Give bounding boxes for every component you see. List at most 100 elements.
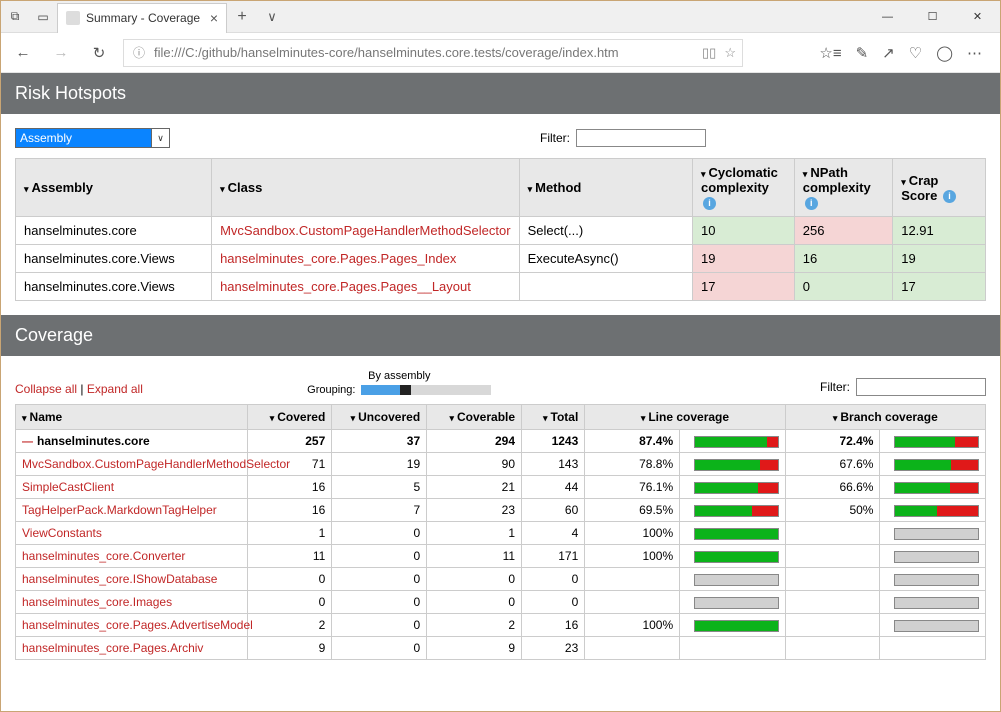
coverage-bar — [894, 620, 979, 632]
page-content: Risk Hotspots Assembly ∨ Filter: — [1, 73, 1000, 711]
coverage-bar — [694, 574, 779, 586]
cell-class[interactable]: hanselminutes_core.Pages.Pages_Index — [212, 245, 520, 273]
coverage-filter-input[interactable] — [856, 378, 986, 396]
info-icon[interactable]: i — [805, 197, 818, 210]
col-total[interactable]: ▾Total — [522, 405, 585, 430]
close-tab-icon[interactable]: × — [210, 10, 218, 26]
cell-npath: 16 — [794, 245, 892, 273]
cell-method: Select(...) — [519, 217, 692, 245]
coverage-row: hanselminutes_core.IShowDatabase0000 — [16, 568, 986, 591]
coverage-links: Collapse all | Expand all — [15, 382, 143, 396]
coverage-bar — [894, 482, 979, 494]
tab-title: Summary - Coverage Re — [86, 11, 204, 25]
maximize-button[interactable]: ☐ — [910, 1, 955, 32]
url-box[interactable]: ⓘ file:///C:/github/hanselminutes-core/h… — [123, 39, 743, 67]
col-name[interactable]: ▾Name — [16, 405, 248, 430]
tab-favicon — [66, 11, 80, 25]
grouping-slider[interactable] — [361, 385, 491, 395]
coverage-bar — [694, 528, 779, 540]
cell-cyclo: 17 — [692, 273, 794, 301]
coverage-row: SimpleCastClient165214476.1%66.6% — [16, 476, 986, 499]
col-npath[interactable]: ▾NPath complexity i — [794, 159, 892, 217]
hotspot-row: hanselminutes.coreMvcSandbox.CustomPageH… — [16, 217, 986, 245]
coverage-row: hanselminutes_core.Images0000 — [16, 591, 986, 614]
cell-name[interactable]: TagHelperPack.MarkdownTagHelper — [16, 499, 248, 522]
coverage-bar — [894, 505, 979, 517]
coverage-bar — [694, 459, 779, 471]
cell-assembly: hanselminutes.core.Views — [16, 245, 212, 273]
cell-name[interactable]: —hanselminutes.core — [16, 430, 248, 453]
hotspot-table: ▾Assembly ▾Class ▾Method ▾Cyclomatic com… — [15, 158, 986, 301]
extension-icon[interactable]: ◯ — [936, 44, 953, 62]
url-text: file:///C:/github/hanselminutes-core/han… — [148, 45, 702, 60]
address-bar: ← → ↻ ⓘ file:///C:/github/hanselminutes-… — [1, 33, 1000, 73]
notes-icon[interactable]: ✎ — [856, 44, 869, 62]
tab-preview-icon[interactable]: ▭ — [29, 1, 57, 33]
coverage-header: Coverage — [1, 315, 1000, 356]
titlebar: ⧉ ▭ Summary - Coverage Re × + ∨ — ☐ ✕ — [1, 1, 1000, 33]
favorites-hub-icon[interactable]: ☆≡ — [819, 44, 841, 62]
cell-class[interactable]: hanselminutes_core.Pages.Pages__Layout — [212, 273, 520, 301]
share-icon[interactable]: ↗ — [882, 44, 895, 62]
col-branch-coverage[interactable]: ▾Branch coverage — [785, 405, 985, 430]
cell-cyclo: 19 — [692, 245, 794, 273]
grouping-control: By assembly Grouping: — [307, 370, 491, 396]
cell-name[interactable]: ViewConstants — [16, 522, 248, 545]
col-class[interactable]: ▾Class — [212, 159, 520, 217]
col-uncovered[interactable]: ▾Uncovered — [332, 405, 427, 430]
more-icon[interactable]: ⋯ — [967, 44, 982, 62]
cell-name[interactable]: hanselminutes_core.Converter — [16, 545, 248, 568]
cell-crap: 17 — [893, 273, 986, 301]
cell-method: ExecuteAsync() — [519, 245, 692, 273]
col-covered[interactable]: ▾Covered — [247, 405, 331, 430]
favorite-icon[interactable]: ☆ — [724, 45, 736, 61]
info-icon[interactable]: ⓘ — [130, 44, 148, 61]
refresh-button[interactable]: ↻ — [85, 39, 113, 67]
collapse-all-link[interactable]: Collapse all — [15, 382, 77, 396]
collapse-icon[interactable]: — — [22, 436, 33, 448]
reading-view-icon[interactable]: ▯▯ — [702, 45, 716, 61]
cell-class[interactable]: MvcSandbox.CustomPageHandlerMethodSelect… — [212, 217, 520, 245]
coverage-bar — [894, 551, 979, 563]
cell-crap: 19 — [893, 245, 986, 273]
cell-npath: 256 — [794, 217, 892, 245]
coverage-bar — [694, 620, 779, 632]
hotspot-filter-input[interactable] — [576, 129, 706, 147]
cell-npath: 0 — [794, 273, 892, 301]
chevron-down-icon: ∨ — [151, 129, 169, 147]
col-crap[interactable]: ▾Crap Score i — [893, 159, 986, 217]
new-tab-button[interactable]: + — [227, 8, 257, 26]
minimize-button[interactable]: — — [865, 1, 910, 32]
info-icon[interactable]: i — [703, 197, 716, 210]
expand-all-link[interactable]: Expand all — [87, 382, 143, 396]
info-icon[interactable]: i — [943, 190, 956, 203]
cell-name[interactable]: MvcSandbox.CustomPageHandlerMethodSelect… — [16, 453, 248, 476]
col-cyclomatic[interactable]: ▾Cyclomatic complexity i — [692, 159, 794, 217]
cell-name[interactable]: hanselminutes_core.IShowDatabase — [16, 568, 248, 591]
close-button[interactable]: ✕ — [955, 1, 1000, 32]
coverage-bar — [694, 482, 779, 494]
col-coverable[interactable]: ▾Coverable — [427, 405, 522, 430]
cell-name[interactable]: hanselminutes_core.Images — [16, 591, 248, 614]
shield-icon[interactable]: ♡ — [909, 44, 922, 62]
coverage-row: hanselminutes_core.Converter11011171100% — [16, 545, 986, 568]
browser-window: ⧉ ▭ Summary - Coverage Re × + ∨ — ☐ ✕ ← … — [0, 0, 1001, 712]
tab-actions-icon[interactable]: ⧉ — [1, 1, 29, 33]
col-line-coverage[interactable]: ▾Line coverage — [585, 405, 785, 430]
back-button[interactable]: ← — [9, 39, 37, 67]
cell-name[interactable]: hanselminutes_core.Pages.AdvertiseModel — [16, 614, 248, 637]
coverage-row: ViewConstants1014100% — [16, 522, 986, 545]
assembly-summary-row: —hanselminutes.core25737294124387.4%72.4… — [16, 430, 986, 453]
coverage-bar — [694, 551, 779, 563]
cell-name[interactable]: SimpleCastClient — [16, 476, 248, 499]
cell-assembly: hanselminutes.core.Views — [16, 273, 212, 301]
tab-chevron-icon[interactable]: ∨ — [257, 9, 287, 25]
col-assembly[interactable]: ▾Assembly — [16, 159, 212, 217]
hotspot-row: hanselminutes.core.Viewshanselminutes_co… — [16, 273, 986, 301]
coverage-table: ▾Name ▾Covered ▾Uncovered ▾Coverable ▾To… — [15, 404, 986, 660]
assembly-select[interactable]: Assembly ∨ — [15, 128, 170, 148]
browser-tab[interactable]: Summary - Coverage Re × — [57, 3, 227, 33]
col-method[interactable]: ▾Method — [519, 159, 692, 217]
forward-button[interactable]: → — [47, 39, 75, 67]
cell-name[interactable]: hanselminutes_core.Pages.Archiv — [16, 637, 248, 660]
